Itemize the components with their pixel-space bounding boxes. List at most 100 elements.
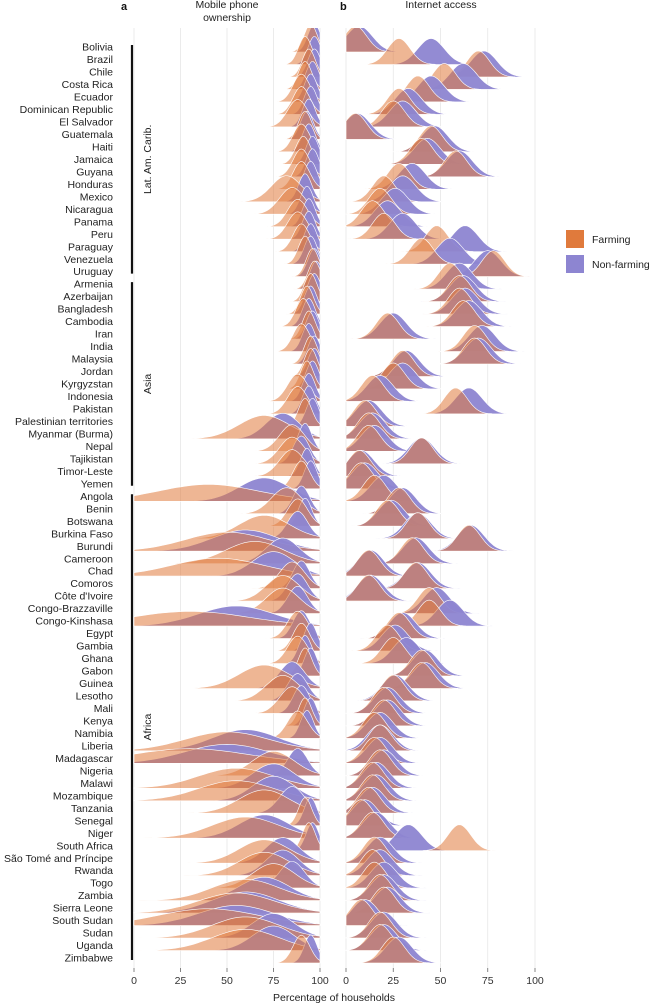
panel-a-ridges (133, 28, 321, 964)
country-label: Ecuador (74, 92, 114, 104)
ridge-b-farming (385, 437, 459, 465)
country-label: Jordan (81, 366, 113, 378)
country-label: Iran (95, 329, 113, 341)
panel-b-ridges (345, 28, 531, 964)
panel-b-letter: b (340, 1, 347, 13)
ridge-b-farming (422, 824, 496, 851)
country-label: Timor-Leste (57, 466, 113, 478)
country-label: Togo (90, 878, 113, 890)
country-label: Bolivia (82, 42, 113, 54)
country-label: Tajikistan (70, 453, 113, 465)
country-label: Dominican Republic (20, 104, 113, 116)
country-label: Cambodia (65, 316, 113, 328)
country-label: Venezuela (64, 254, 113, 266)
country-label: Nicaragua (65, 204, 113, 216)
country-label: Zambia (78, 890, 113, 902)
ridge-b-farming (345, 113, 392, 140)
country-label: Mexico (80, 191, 113, 203)
country-label: Egypt (86, 628, 113, 640)
country-label: Haiti (92, 141, 113, 153)
country-label: Nigeria (80, 765, 113, 777)
ridge-a-farming (138, 816, 321, 839)
x-tick-label: 100 (311, 975, 329, 987)
ridge-a-farming (138, 879, 321, 901)
ridge-b-farming (345, 549, 406, 577)
country-label: Nepal (86, 441, 113, 453)
country-label: Azerbaijan (63, 291, 113, 303)
country-label: Botswana (67, 516, 113, 528)
country-label: Myanmar (Burma) (28, 428, 113, 440)
ridge-a-farming (133, 731, 321, 752)
ridge-b-farming (375, 537, 449, 564)
country-label: Palestinian territories (15, 416, 113, 428)
country-label: Rwanda (74, 865, 113, 877)
country-label: Sudan (83, 928, 114, 940)
country-label: Gabon (81, 666, 113, 678)
ridge-b-farming (345, 425, 406, 452)
legend-swatch-non-farming (566, 255, 584, 273)
country-label: Madagascar (55, 753, 113, 765)
country-label: Kenya (83, 715, 113, 727)
x-tick-label: 50 (221, 975, 233, 987)
country-label: Brazil (87, 54, 113, 66)
region-label: Lat. Am. Carib. (142, 125, 154, 194)
legend-label-farming: Farming (592, 234, 631, 246)
ridge-b-farming (437, 337, 512, 365)
country-label: Comoros (70, 578, 113, 590)
country-label: Burundi (77, 541, 113, 553)
x-tick-label: 50 (435, 975, 447, 987)
ridge-b-farming (419, 387, 493, 415)
country-label: Guatemala (62, 129, 114, 141)
ridge-b-farming (345, 574, 406, 602)
country-label: Sierra Leone (53, 903, 113, 915)
country-label: Lesotho (76, 691, 114, 703)
country-label: Pakistan (73, 404, 113, 416)
country-label: Zimbabwe (65, 953, 114, 965)
ridge-b-farming (379, 562, 453, 589)
country-label: Niger (88, 828, 114, 840)
ridge-a-farming (133, 892, 321, 914)
ridge-b-farming (362, 38, 436, 65)
region-brackets: Lat. Am. Carib. Asia Africa (130, 45, 154, 960)
country-label: Mozambique (53, 790, 113, 802)
x-tick-label: 25 (387, 975, 399, 987)
country-label: South Africa (56, 840, 113, 852)
x-tick-label: 25 (175, 975, 187, 987)
ridge-b-farming (381, 512, 455, 539)
panel-b-title: Internet access (405, 0, 476, 11)
country-label: Burkina Faso (51, 528, 113, 540)
x-tick-label: 75 (268, 975, 280, 987)
country-label: Gambia (76, 641, 113, 653)
ridge-b-farming (345, 849, 409, 876)
country-label: Kyrgyzstan (61, 379, 113, 391)
country-label: Peru (91, 229, 113, 241)
country-label: Benin (86, 503, 113, 515)
country-label: Costa Rica (62, 79, 114, 91)
ridge-b-farming (356, 936, 430, 964)
country-label: Honduras (67, 179, 113, 191)
country-label: South Sudan (52, 915, 113, 927)
country-label: Côte d'Ivoire (54, 591, 113, 603)
country-label: Liberia (81, 740, 113, 752)
country-label: Senegal (74, 815, 113, 827)
country-label: Mali (94, 703, 113, 715)
ridge-b-farming (347, 212, 421, 240)
ridge-b-farming (419, 150, 493, 178)
panel-a-letter: a (121, 1, 128, 13)
country-label: Armenia (74, 279, 113, 291)
country-label: Congo-Brazzaville (28, 603, 113, 615)
x-tick-label: 100 (526, 975, 544, 987)
panel-a-title-line1: Mobile phone (195, 0, 258, 11)
country-label: Bangladesh (58, 304, 114, 316)
legend: Farming Non-farming (566, 230, 650, 273)
country-label: Tanzania (71, 803, 113, 815)
ridge-b-farming (385, 237, 459, 265)
x-axis-title: Percentage of households (273, 992, 395, 1004)
x-tick-label: 0 (131, 975, 137, 987)
panel-a-title-line2: ownership (203, 12, 251, 24)
country-label: Jamaica (74, 154, 113, 166)
legend-swatch-farming (566, 230, 584, 248)
x-tick-label: 75 (482, 975, 494, 987)
